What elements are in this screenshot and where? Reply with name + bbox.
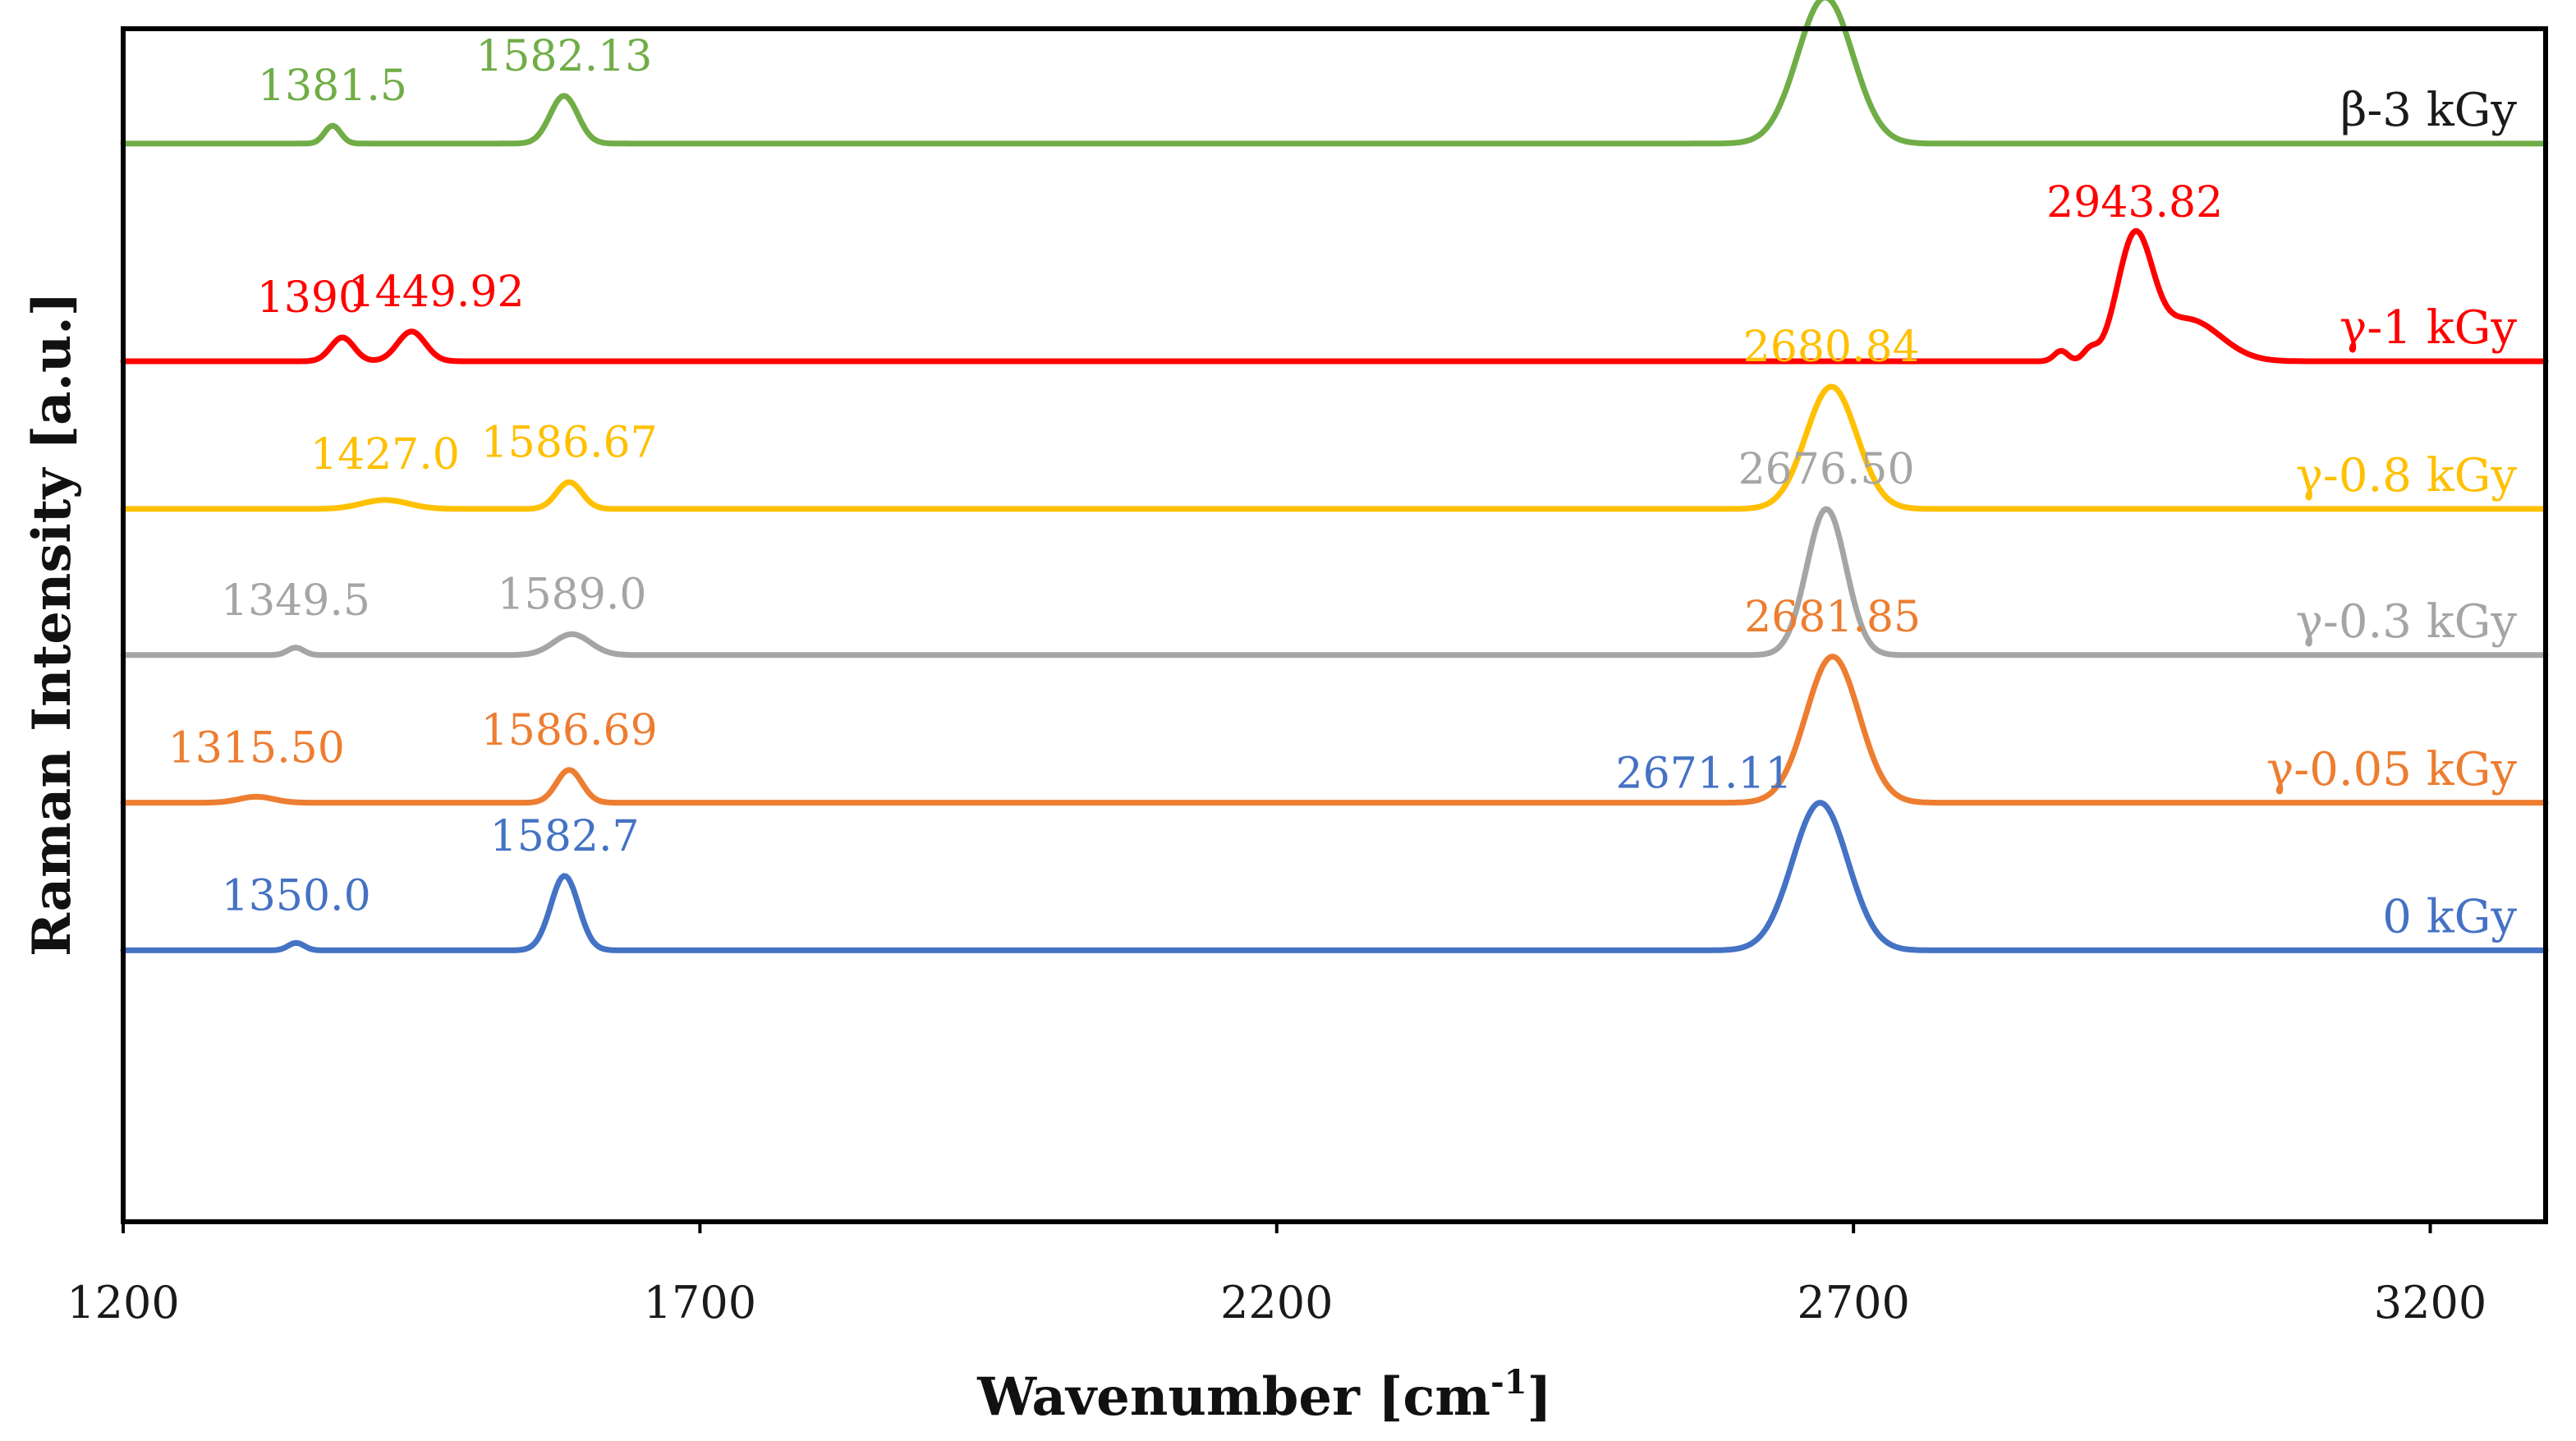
peak-label: 1582.13 [475, 32, 652, 81]
peak-label: 1586.67 [481, 418, 658, 467]
peak-label: 2943.82 [2046, 178, 2223, 227]
x-tick-label: 2700 [1797, 1277, 1909, 1329]
series-0 [120, 0, 2549, 147]
peak-label: 1427.0 [310, 430, 460, 480]
series-3 [120, 506, 2549, 659]
x-tick-label: 1700 [644, 1277, 756, 1329]
peak-label: 2681.85 [1744, 593, 1921, 642]
x-axis-title-superscript: -1 [1490, 1363, 1527, 1402]
peak-label: 1381.5 [258, 62, 407, 111]
series-name-label: γ-0.8 kGy [2295, 449, 2517, 503]
series-1 [120, 228, 2549, 365]
series-4 [120, 654, 2549, 806]
series-name-label: γ-0.3 kGy [2295, 595, 2517, 649]
series-name-label: γ-1 kGy [2340, 301, 2517, 355]
peak-label: 2671.11 [1616, 750, 1793, 799]
x-axis-title-main: Wavenumber [cm [976, 1366, 1490, 1428]
y-axis-title: Raman Intensity [a.u.] [21, 291, 83, 957]
peak-label: 1582.7 [490, 812, 640, 861]
series-line [120, 506, 2549, 659]
series-line [120, 0, 2549, 147]
series-name-label: 0 kGy [2382, 891, 2517, 944]
series-2 [120, 383, 2549, 512]
series-name-label: γ-0.05 kGy [2266, 743, 2518, 796]
plot-frame [121, 26, 2548, 1224]
series-layer [120, 0, 2549, 953]
peak-label: 1449.92 [348, 268, 525, 317]
peak-label: 1315.50 [168, 724, 345, 773]
peak-label: 1350.0 [222, 871, 371, 920]
x-axis-ticks: 1200 1700 2200 2700 3200 [67, 1222, 2486, 1329]
x-tick-label: 2200 [1220, 1277, 1333, 1329]
series-line [120, 800, 2549, 953]
series-line [120, 654, 2549, 806]
peak-label: 1390 [257, 273, 365, 323]
x-tick-label: 3200 [2374, 1277, 2486, 1329]
peak-label: 1586.69 [481, 706, 658, 755]
peak-label: 2676.50 [1738, 445, 1915, 494]
series-name-label: β-3 kGy [2340, 84, 2517, 137]
x-axis-title: Wavenumber [cm-1] [976, 1363, 1552, 1428]
x-tick-label: 1200 [67, 1277, 179, 1329]
peak-label: 1349.5 [221, 576, 370, 626]
peak-label: 2680.84 [1743, 323, 1920, 372]
series-5 [120, 800, 2549, 953]
peak-label: 1589.0 [498, 571, 647, 620]
series-line [120, 383, 2549, 512]
x-axis-title-tail: ] [1527, 1366, 1552, 1428]
series-line [120, 228, 2549, 365]
